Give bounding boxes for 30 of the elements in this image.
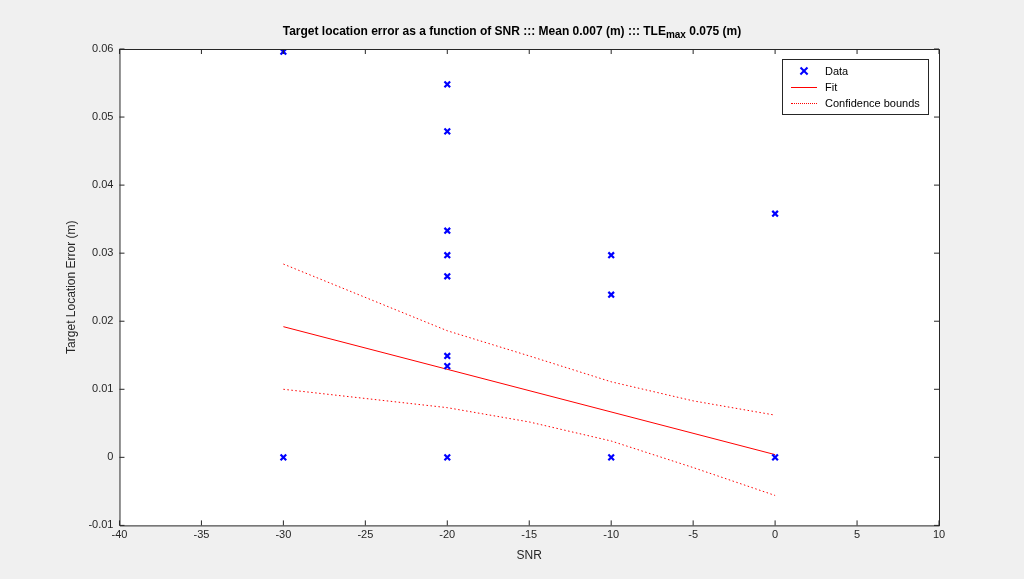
x-axis-title: SNR [516,548,543,563]
y-tick-label: 0.06 [92,42,114,55]
x-tick-label: -15 [521,528,538,541]
point [607,290,616,299]
x-tick-label: 0 [772,528,779,541]
x-tick-label: 5 [853,528,861,541]
y-tick-label: 0.01 [92,382,114,395]
point [443,251,452,260]
y-tick-label: 0 [107,450,114,463]
y-tick-label: 0.05 [92,110,114,123]
y-tick-label: 0.04 [92,178,114,191]
x-tick-label: -10 [603,528,620,541]
legend-label: Data [825,64,849,79]
x-tick-label: -25 [357,528,374,541]
chart-title: Target location error as a function of SNR ::: Mean 0.007 (m) ::: TLE$_{max}$ 0.075 (m) [281,24,743,41]
y-axis-title: Target Location Error (m) [63,220,78,354]
y-tick-label: 0.02 [92,314,114,327]
x-tick-label: -30 [275,528,292,541]
point [607,453,616,462]
legend-label: Confidence bounds [825,96,920,111]
line-series [282,263,776,416]
line-series [282,388,776,496]
x-tick-label: -35 [193,528,210,541]
x-tick-label: -20 [439,528,456,541]
legend-label: Fit [825,80,838,95]
y-tick-label: -0.01 [88,518,114,531]
y-tick-label: 0.03 [92,246,114,259]
x-tick-label: 10 [932,528,946,541]
x-tick-label: -5 [688,528,699,541]
x-tick-label: -40 [111,528,128,541]
